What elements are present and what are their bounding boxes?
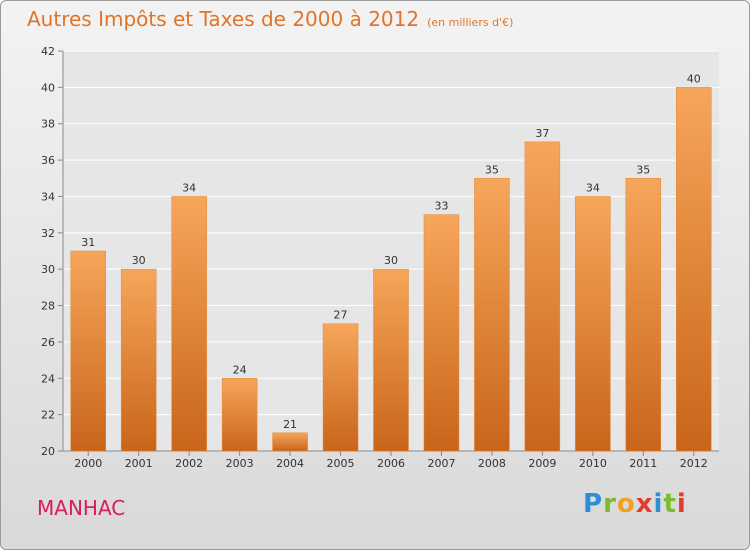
x-tick-label: 2006 (377, 457, 405, 470)
bar-value-label: 34 (586, 181, 600, 194)
title-block: Autres Impôts et Taxes de 2000 à 2012 (en… (27, 7, 513, 31)
x-tick-label: 2002 (175, 457, 203, 470)
bar-value-label: 37 (535, 127, 549, 140)
y-tick-label: 30 (41, 263, 55, 276)
commune-name: MANHAC (37, 496, 126, 520)
x-tick-label: 2012 (680, 457, 708, 470)
y-tick-label: 36 (41, 154, 55, 167)
bar-value-label: 33 (434, 200, 448, 213)
x-tick-label: 2007 (427, 457, 455, 470)
chart-subtitle: (en milliers d'€) (427, 16, 514, 29)
logo-letter: r (603, 489, 617, 519)
logo-letter: P (583, 489, 604, 519)
y-tick-label: 34 (41, 190, 55, 203)
x-tick-label: 2003 (226, 457, 254, 470)
chart-title: Autres Impôts et Taxes de 2000 à 2012 (27, 7, 420, 31)
x-tick-label: 2004 (276, 457, 304, 470)
y-tick-label: 26 (41, 336, 55, 349)
bar-value-label: 24 (233, 363, 247, 376)
logo-letter: t (663, 489, 677, 519)
bar-value-label: 30 (384, 254, 398, 267)
logo-letter: i (676, 489, 687, 519)
x-tick-label: 2005 (327, 457, 355, 470)
y-tick-label: 20 (41, 445, 55, 458)
y-tick-label: 28 (41, 300, 55, 313)
bar (171, 196, 207, 452)
bar (474, 178, 510, 452)
bar (575, 196, 611, 452)
y-tick-label: 40 (41, 81, 55, 94)
logo-letter: i (653, 489, 664, 519)
bar (423, 214, 460, 452)
bar (120, 268, 157, 452)
bar (272, 432, 308, 452)
bar (70, 250, 106, 452)
y-tick-label: 38 (41, 118, 55, 131)
y-tick-label: 32 (41, 227, 55, 240)
x-tick-label: 2010 (579, 457, 607, 470)
bar (625, 178, 662, 452)
bar (524, 141, 561, 452)
bar (373, 268, 409, 452)
bar-value-label: 35 (485, 163, 499, 176)
bar-value-label: 34 (182, 181, 196, 194)
x-tick-label: 2011 (629, 457, 657, 470)
logo-letter: o (616, 489, 636, 519)
bar (676, 87, 712, 452)
x-tick-label: 2009 (528, 457, 556, 470)
bar-value-label: 40 (687, 72, 701, 85)
bar (322, 323, 359, 452)
bar-value-label: 27 (334, 309, 348, 322)
y-tick-label: 22 (41, 409, 55, 422)
bar-value-label: 31 (81, 236, 95, 249)
y-tick-label: 42 (41, 45, 55, 58)
bar-value-label: 35 (636, 163, 650, 176)
x-tick-label: 2008 (478, 457, 506, 470)
proxiti-logo: Proxiti (583, 489, 687, 519)
x-tick-label: 2000 (74, 457, 102, 470)
bar-value-label: 30 (132, 254, 146, 267)
y-tick-label: 24 (41, 372, 55, 385)
x-tick-label: 2001 (125, 457, 153, 470)
logo-letter: x (635, 489, 654, 519)
bar (221, 378, 258, 452)
bar-value-label: 21 (283, 418, 297, 431)
